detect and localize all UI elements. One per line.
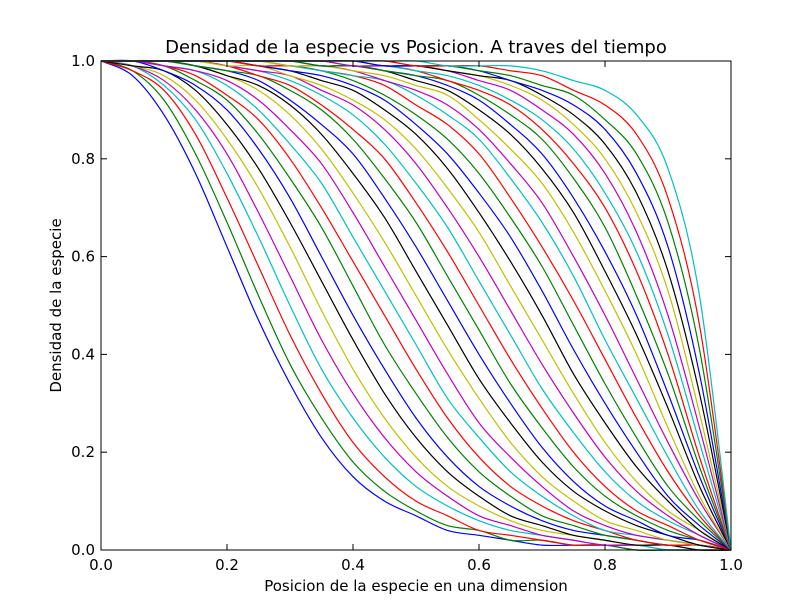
series-line-20 (101, 60, 732, 551)
chart-title: Densidad de la especie vs Posicion. A tr… (165, 37, 667, 58)
x-tick-label: 0.2 (215, 556, 239, 574)
x-tick-label: 0.0 (89, 556, 113, 574)
y-tick-label: 0.2 (71, 443, 95, 461)
x-axis-label: Posicion de la especie en una dimension (264, 577, 568, 595)
ticks-layer: 0.0 0.2 0.4 0.6 0.8 1.0 0.0 0.2 0.4 0.6 0.8 1.0 (71, 52, 743, 574)
x-tick-label: 1.0 (719, 556, 743, 574)
series-line-7 (100, 60, 732, 551)
y-tick-label: 1.0 (71, 52, 95, 70)
plot-area: 0.0 0.2 0.4 0.6 0.8 1.0 0.0 0.2 0.4 0.6 0.8 1.0 (71, 52, 743, 574)
series-line-10 (100, 60, 732, 551)
series-line-9 (100, 60, 732, 551)
series-line-2 (100, 60, 731, 551)
y-tick-label: 0.4 (71, 345, 95, 363)
x-tick-label: 0.6 (467, 556, 491, 574)
series-line-14 (101, 60, 732, 551)
y-tick-label: 0.6 (71, 248, 95, 266)
plot-frame (100, 60, 732, 551)
y-tick-label: 0.8 (71, 150, 95, 168)
series-line-12 (100, 60, 732, 551)
series-line-16 (101, 60, 732, 551)
x-tick-label: 0.4 (341, 556, 365, 574)
series-line-11 (100, 60, 732, 551)
y-axis-label: Densidad de la especie (47, 218, 65, 392)
y-tick-label: 0.0 (71, 541, 95, 559)
x-tick-label: 0.8 (593, 556, 617, 574)
series-line-5 (100, 60, 732, 551)
series-layer (100, 59, 732, 551)
